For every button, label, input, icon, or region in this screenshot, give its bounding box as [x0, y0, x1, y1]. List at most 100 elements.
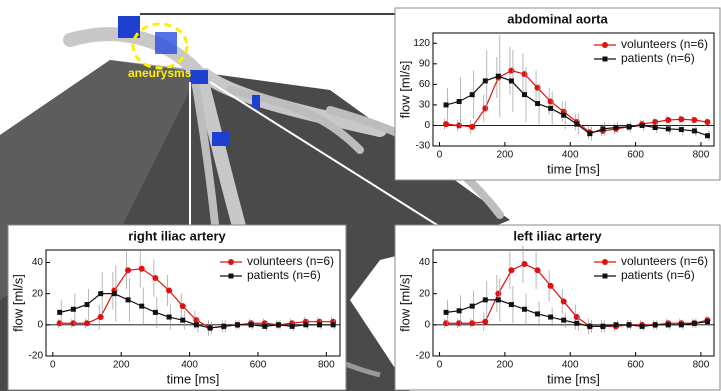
y-tick-label: -20 — [416, 351, 431, 362]
chart-title: abdominal aorta — [507, 11, 608, 26]
y-tick-label: -30 — [416, 141, 431, 152]
annotation: aneurysms — [128, 66, 192, 80]
data-point — [704, 133, 710, 139]
legend-label: patients (n=6) — [621, 51, 695, 65]
data-point — [221, 323, 227, 329]
data-point — [111, 291, 117, 297]
y-axis-label: flow [ml/s] — [397, 61, 412, 119]
legend-marker — [602, 42, 608, 48]
x-tick-label: 600 — [627, 360, 644, 371]
data-point — [180, 317, 186, 323]
data-point — [600, 323, 606, 329]
data-point — [613, 322, 619, 328]
data-point — [482, 105, 489, 112]
data-point — [678, 322, 684, 328]
data-point — [469, 123, 476, 130]
x-tick-label: 200 — [497, 150, 514, 161]
y-tick-label: 30 — [419, 100, 431, 111]
data-point — [639, 122, 645, 128]
x-tick-label: 600 — [250, 360, 267, 371]
plot-frame — [432, 249, 715, 357]
data-point — [561, 112, 567, 118]
legend-label: patients (n=6) — [247, 268, 321, 282]
x-tick-label: 600 — [627, 150, 644, 161]
data-point — [652, 119, 659, 126]
data-point — [626, 124, 632, 130]
y-tick-label: 0 — [424, 120, 430, 131]
y-axis-label: flow [ml/s] — [10, 274, 25, 332]
legend-marker — [228, 273, 234, 279]
data-point — [691, 320, 697, 326]
x-tick-label: 0 — [50, 360, 56, 371]
chart-panel: abdominal aorta -30 0 30 60 90 120 0 200 400 600 80… — [394, 7, 721, 181]
data-point — [152, 275, 159, 282]
data-point — [139, 303, 145, 309]
data-point — [678, 127, 684, 133]
data-point — [456, 122, 463, 129]
data-point — [97, 314, 104, 321]
x-tick-label: 400 — [562, 360, 579, 371]
y-tick-label: 0 — [37, 319, 43, 330]
y-tick-label: 20 — [32, 288, 44, 299]
data-point — [704, 319, 710, 325]
y-tick-label: 120 — [413, 38, 430, 49]
data-point — [574, 320, 580, 326]
data-point — [547, 282, 554, 289]
legend-label: volunteers (n=6) — [621, 254, 708, 268]
data-point — [70, 320, 77, 327]
data-point — [84, 320, 91, 327]
data-point — [678, 116, 685, 123]
data-point — [691, 128, 697, 134]
data-point — [521, 306, 527, 312]
data-point — [179, 303, 186, 310]
x-axis-label: time [ms] — [167, 371, 220, 386]
data-point — [639, 323, 645, 329]
data-point — [587, 323, 593, 329]
y-tick-label: -20 — [29, 351, 44, 362]
data-point — [560, 298, 567, 305]
data-point — [561, 317, 567, 323]
aneurysm-circle — [131, 22, 189, 70]
marker-plane — [212, 132, 230, 146]
marker-plane — [155, 32, 177, 54]
data-point — [521, 92, 527, 98]
x-axis-label: time [ms] — [547, 371, 600, 386]
y-tick-label: 0 — [424, 319, 430, 330]
data-point — [262, 323, 268, 329]
data-point — [665, 126, 671, 132]
data-point — [574, 121, 580, 127]
data-point — [626, 322, 632, 328]
chart-title: left iliac artery — [513, 228, 602, 243]
data-point — [495, 297, 501, 303]
data-point — [166, 287, 173, 294]
data-point — [534, 267, 541, 274]
data-point — [248, 322, 254, 328]
data-point — [303, 322, 309, 328]
data-point — [234, 322, 240, 328]
marker-plane — [190, 70, 208, 84]
x-tick-label: 0 — [437, 360, 443, 371]
y-tick-label: 60 — [419, 79, 431, 90]
data-point — [548, 314, 554, 320]
x-tick-label: 400 — [562, 150, 579, 161]
y-tick-label: 20 — [419, 288, 431, 299]
data-point — [665, 322, 671, 328]
data-point — [56, 320, 63, 327]
pointer-arrow — [209, 81, 446, 231]
panel-background — [394, 7, 721, 181]
data-point — [495, 73, 501, 79]
plot-frame — [45, 249, 341, 357]
data-point — [125, 297, 131, 303]
data-point — [482, 318, 489, 325]
data-point — [138, 265, 145, 272]
legend-label: patients (n=6) — [621, 268, 695, 282]
data-point — [193, 322, 199, 328]
data-point — [166, 314, 172, 320]
data-point — [665, 116, 672, 123]
data-point — [443, 121, 450, 128]
data-point — [70, 306, 76, 312]
x-tick-label: 200 — [113, 360, 130, 371]
x-tick-label: 800 — [318, 360, 335, 371]
